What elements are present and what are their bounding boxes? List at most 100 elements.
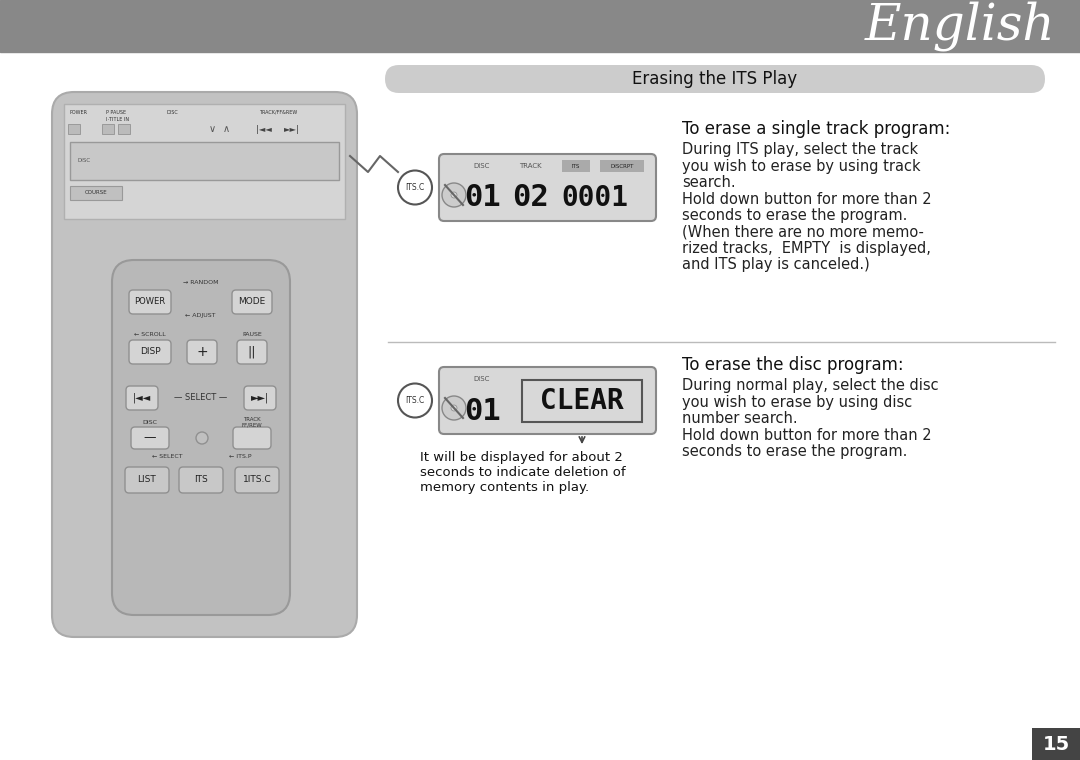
Text: ITS.C: ITS.C xyxy=(405,183,424,192)
Text: —: — xyxy=(144,432,157,445)
FancyBboxPatch shape xyxy=(129,290,171,314)
FancyBboxPatch shape xyxy=(384,65,1045,93)
Text: |◄◄: |◄◄ xyxy=(133,393,151,404)
FancyBboxPatch shape xyxy=(179,467,222,493)
Text: TRACK: TRACK xyxy=(518,163,541,169)
Text: memory contents in play.: memory contents in play. xyxy=(420,481,589,494)
FancyBboxPatch shape xyxy=(187,340,217,364)
Text: you wish to erase by using disc: you wish to erase by using disc xyxy=(681,394,913,410)
Text: ← SCROLL: ← SCROLL xyxy=(134,331,166,337)
Bar xyxy=(1032,728,1080,760)
Bar xyxy=(0,0,1080,52)
Text: |◄◄: |◄◄ xyxy=(256,125,272,134)
FancyBboxPatch shape xyxy=(235,467,279,493)
Text: To erase a single track program:: To erase a single track program: xyxy=(681,120,950,138)
Text: seconds to erase the program.: seconds to erase the program. xyxy=(681,208,907,223)
Circle shape xyxy=(451,192,457,198)
Text: DISC: DISC xyxy=(78,159,91,163)
Text: Erasing the ITS Play: Erasing the ITS Play xyxy=(633,70,797,88)
Text: DISC: DISC xyxy=(143,420,158,425)
Text: 01: 01 xyxy=(463,183,500,213)
Text: rized tracks,  EMPTY  is displayed,: rized tracks, EMPTY is displayed, xyxy=(681,241,931,256)
Text: ||: || xyxy=(247,346,256,359)
Circle shape xyxy=(451,405,457,411)
Bar xyxy=(522,380,642,422)
FancyBboxPatch shape xyxy=(52,92,357,637)
Text: +: + xyxy=(197,345,207,359)
Text: (When there are no more memo-: (When there are no more memo- xyxy=(681,224,923,239)
Text: POWER: POWER xyxy=(134,297,165,306)
Text: ►►|: ►►| xyxy=(251,393,269,404)
Bar xyxy=(70,142,339,180)
Text: ∧: ∧ xyxy=(222,124,230,134)
Text: ITS.C: ITS.C xyxy=(405,396,424,405)
Circle shape xyxy=(442,183,465,207)
Text: COURSE: COURSE xyxy=(84,191,107,195)
Text: number search.: number search. xyxy=(681,411,798,426)
Text: 15: 15 xyxy=(1042,734,1069,753)
Text: and ITS play is canceled.): and ITS play is canceled.) xyxy=(681,258,869,273)
Text: ►►|: ►►| xyxy=(284,125,300,134)
Text: ITS: ITS xyxy=(575,163,585,169)
Text: I·TITLE IN: I·TITLE IN xyxy=(106,117,130,122)
Text: 0001: 0001 xyxy=(562,184,629,212)
Circle shape xyxy=(399,384,432,417)
FancyBboxPatch shape xyxy=(233,427,271,449)
Text: ← SELECT: ← SELECT xyxy=(151,454,183,458)
Text: ITS: ITS xyxy=(571,163,580,169)
Text: ← ADJUST: ← ADJUST xyxy=(185,313,215,318)
FancyBboxPatch shape xyxy=(125,467,168,493)
Text: DISP: DISP xyxy=(139,347,160,356)
Text: 02: 02 xyxy=(512,183,549,213)
Text: — SELECT —: — SELECT — xyxy=(174,394,228,403)
Text: seconds to indicate deletion of: seconds to indicate deletion of xyxy=(420,466,625,479)
Text: Hold down button for more than 2: Hold down button for more than 2 xyxy=(681,427,932,442)
Text: DISC: DISC xyxy=(474,376,490,382)
Text: 01: 01 xyxy=(463,397,500,426)
FancyBboxPatch shape xyxy=(232,290,272,314)
Bar xyxy=(600,160,644,172)
Bar xyxy=(70,186,122,200)
Text: TRACK
FF/REW: TRACK FF/REW xyxy=(242,416,262,427)
Text: MODE: MODE xyxy=(239,297,266,306)
Circle shape xyxy=(442,396,465,420)
Text: ITS: ITS xyxy=(194,476,207,485)
Text: POWER: POWER xyxy=(70,110,87,115)
Bar xyxy=(68,124,80,134)
Bar xyxy=(118,124,130,134)
Text: DISC: DISC xyxy=(474,163,490,169)
Bar xyxy=(64,104,345,219)
Text: DISC: DISC xyxy=(166,110,178,115)
Text: P PAUSE: P PAUSE xyxy=(106,110,126,115)
Text: seconds to erase the program.: seconds to erase the program. xyxy=(681,444,907,459)
Text: TRACK/FF&REW: TRACK/FF&REW xyxy=(259,110,297,115)
Circle shape xyxy=(195,432,208,444)
Text: During normal play, select the disc: During normal play, select the disc xyxy=(681,378,939,393)
Text: English: English xyxy=(864,1,1055,51)
FancyBboxPatch shape xyxy=(112,260,291,615)
Text: PAUSE: PAUSE xyxy=(242,331,261,337)
Bar xyxy=(102,124,114,134)
FancyBboxPatch shape xyxy=(131,427,168,449)
FancyBboxPatch shape xyxy=(126,386,158,410)
FancyBboxPatch shape xyxy=(129,340,171,364)
Text: ∨: ∨ xyxy=(208,124,216,134)
Text: → RANDOM: → RANDOM xyxy=(184,280,219,284)
FancyBboxPatch shape xyxy=(244,386,276,410)
Circle shape xyxy=(399,170,432,204)
Text: During ITS play, select the track: During ITS play, select the track xyxy=(681,142,918,157)
FancyBboxPatch shape xyxy=(237,340,267,364)
Text: you wish to erase by using track: you wish to erase by using track xyxy=(681,159,920,173)
Bar xyxy=(562,160,590,172)
Text: ← ITS.P: ← ITS.P xyxy=(229,454,252,458)
Text: search.: search. xyxy=(681,175,735,190)
FancyBboxPatch shape xyxy=(438,367,656,434)
Text: To erase the disc program:: To erase the disc program: xyxy=(681,356,904,374)
FancyBboxPatch shape xyxy=(438,154,656,221)
Text: It will be displayed for about 2: It will be displayed for about 2 xyxy=(420,451,623,464)
Text: 1ITS.C: 1ITS.C xyxy=(243,476,271,485)
Text: LIST: LIST xyxy=(137,476,157,485)
Text: DISCRPT: DISCRPT xyxy=(610,163,634,169)
Text: CLEAR: CLEAR xyxy=(540,387,624,415)
Text: Hold down button for more than 2: Hold down button for more than 2 xyxy=(681,192,932,207)
